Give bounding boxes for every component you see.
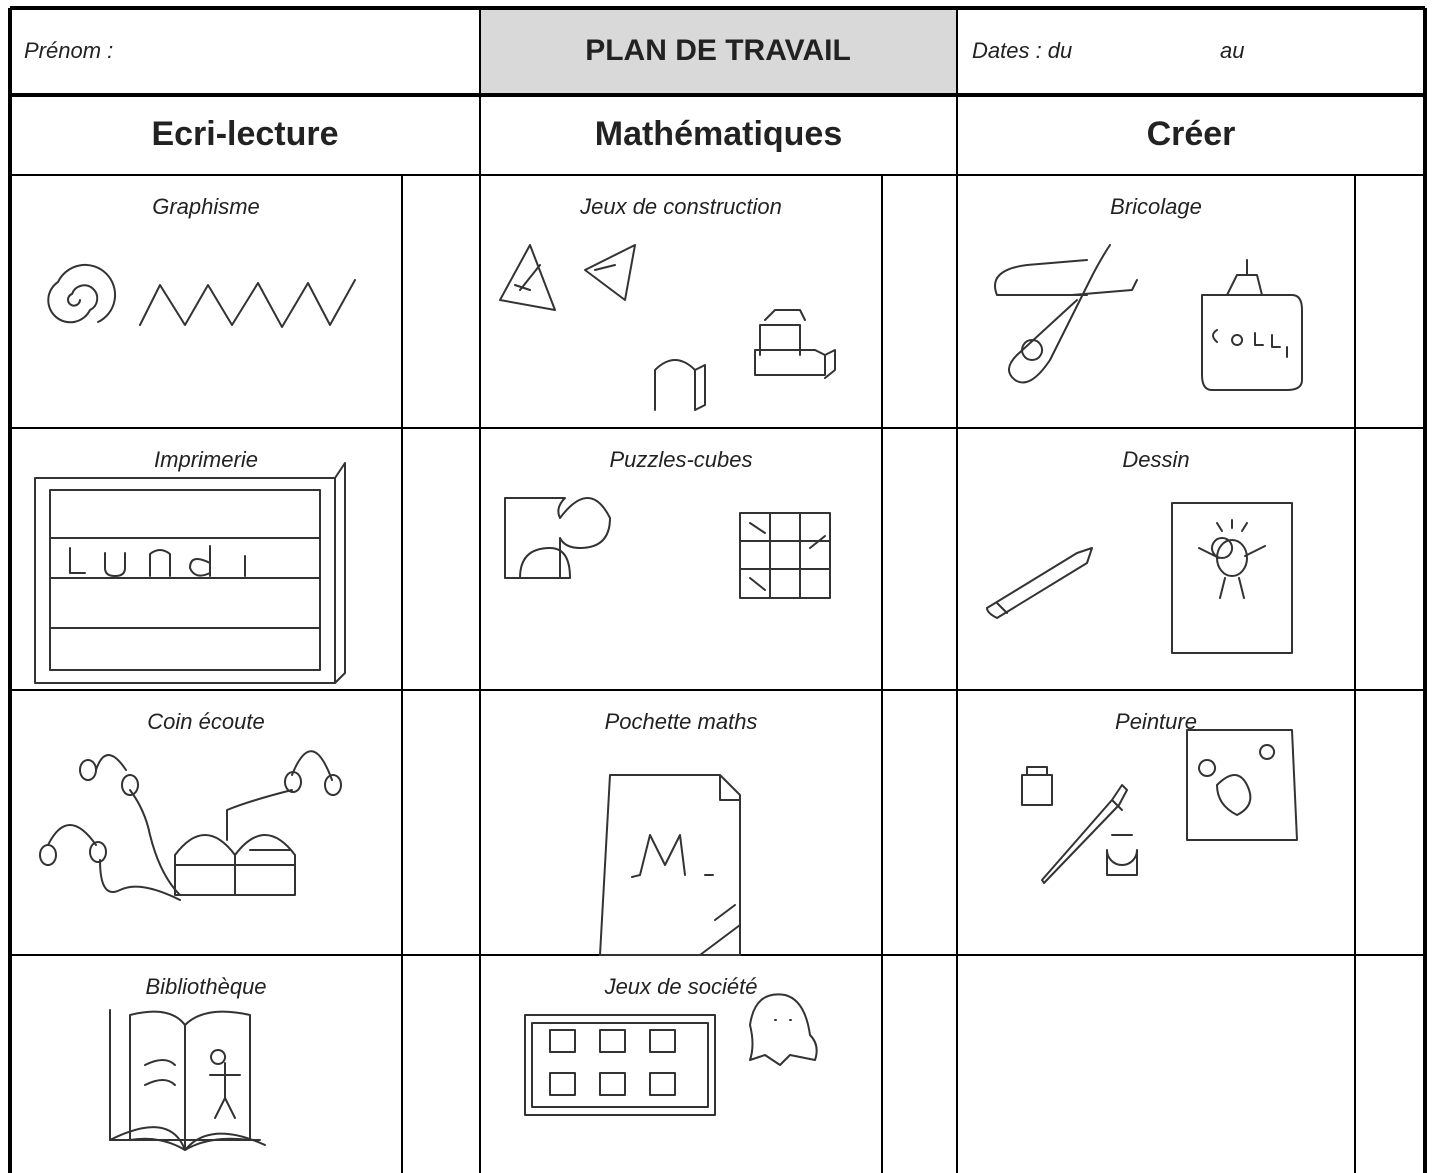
sketch-stroke (654, 359, 706, 411)
activity-sketch (34, 462, 346, 684)
activity-sketch (986, 502, 1293, 654)
sketch-stroke (1171, 502, 1293, 654)
sketch-stroke (1186, 729, 1298, 841)
sketch-stroke (39, 824, 107, 866)
activity-label: Pochette maths (605, 709, 758, 734)
page-title: PLAN DE TRAVAIL (585, 34, 851, 67)
activity-label: Dessin (1122, 447, 1189, 472)
sketch-stroke (47, 263, 117, 324)
sketch-stroke (549, 1029, 676, 1096)
sketch-stroke (749, 993, 818, 1066)
sketch-stroke (1201, 259, 1303, 391)
sketch-stroke (34, 477, 336, 684)
activity-sketch (47, 263, 356, 328)
activity-sketch (524, 993, 818, 1116)
sketch-stroke (599, 774, 741, 956)
sketch-stroke (994, 244, 1138, 384)
sketch-stroke (739, 512, 831, 599)
activity-sketch (994, 244, 1303, 391)
section-title: Ecri-lecture (151, 115, 338, 153)
sketch-stroke (631, 834, 741, 956)
table-cells: Ecri-lecture Graphisme Imprimerie Coin écou… (34, 115, 1303, 1151)
to-label: au (1220, 38, 1244, 63)
sketch-stroke (79, 754, 139, 796)
activity-label: Puzzles-cubes (609, 447, 752, 472)
sketch-stroke (1021, 766, 1138, 876)
sketch-stroke (504, 497, 611, 579)
sketch-stroke (99, 789, 293, 901)
activity-label: Peinture (1115, 709, 1197, 734)
activity-sketch (109, 1009, 266, 1151)
dates-label: Dates : du (972, 38, 1072, 63)
sketch-stroke (334, 462, 346, 684)
sketch-stroke (986, 547, 1093, 619)
sketch-stroke (144, 1049, 241, 1119)
sketch-stroke (139, 279, 356, 328)
name-label: Prénom : (24, 38, 113, 63)
activity-label: Bibliothèque (145, 974, 266, 999)
activity-label: Jeux de société (604, 974, 758, 999)
activity-label: Bricolage (1110, 194, 1202, 219)
sketch-stroke (69, 545, 246, 577)
activity-label: Coin écoute (147, 709, 264, 734)
sketch-stroke (499, 244, 636, 311)
activity-label: Jeux de construction (579, 194, 782, 219)
section-title: Créer (1147, 115, 1236, 153)
sketch-stroke (174, 834, 296, 896)
sketch-stroke (754, 309, 836, 379)
activity-sketch (1021, 729, 1298, 884)
activity-label: Graphisme (152, 194, 260, 219)
sketch-stroke (284, 750, 342, 796)
activity-sketch (599, 774, 741, 956)
sketch-stroke (109, 1126, 266, 1151)
table-grid (8, 6, 1427, 1173)
section-title: Mathématiques (595, 115, 843, 153)
sketch-stroke (1212, 329, 1288, 358)
sketch-stroke (49, 537, 321, 629)
sketch-stroke (524, 1014, 716, 1116)
title-cell (480, 8, 957, 95)
activity-sketch (499, 244, 836, 411)
activity-sketch (39, 750, 342, 901)
sketch-stroke (49, 489, 321, 671)
sketch-stroke (109, 1009, 261, 1151)
activity-label: Imprimerie (154, 447, 258, 472)
sketch-stroke (1041, 784, 1128, 884)
activity-sketch (504, 497, 831, 599)
